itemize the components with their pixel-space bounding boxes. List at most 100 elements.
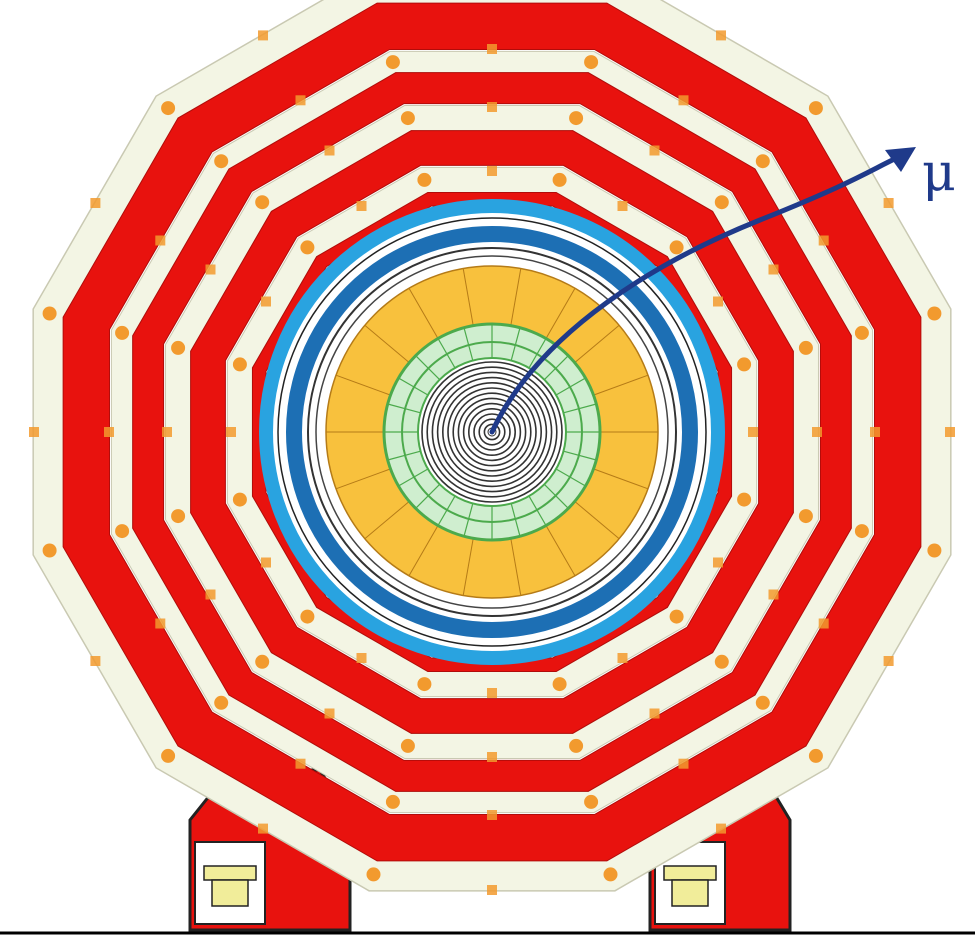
- spacer-bracket: [945, 427, 955, 437]
- spacer-bracket: [798, 340, 813, 355]
- ecal-crystal: [437, 338, 456, 369]
- spacer-bracket: [755, 695, 770, 710]
- spacer-bracket: [487, 102, 497, 112]
- spacer-bracket: [29, 427, 39, 437]
- hcal-segment: [462, 268, 474, 326]
- spacer-bracket: [255, 654, 270, 669]
- ecal-crystal: [563, 450, 597, 461]
- spacer-bracket: [161, 748, 176, 763]
- spacer-bracket: [324, 145, 335, 156]
- spacer-bracket: [205, 589, 216, 600]
- ecal-crystal: [387, 403, 421, 414]
- yoke-ring-3: [62, 2, 922, 862]
- ecal-crystal: [555, 468, 586, 487]
- spacer-bracket: [808, 748, 823, 763]
- tracker-layer: [467, 407, 516, 456]
- ecal-crystal: [563, 403, 597, 414]
- spacer-bracket: [214, 154, 229, 169]
- spacer-bracket: [617, 201, 628, 211]
- spacer-bracket: [714, 654, 729, 669]
- spacer-bracket: [90, 198, 101, 208]
- spacer-bracket: [161, 101, 176, 116]
- spacer-bracket: [205, 264, 216, 275]
- tracker-layer: [447, 387, 537, 477]
- spacer-bracket: [42, 543, 57, 558]
- spacer-bracket: [883, 656, 894, 666]
- spacer-bracket: [883, 198, 894, 208]
- ecal-crystal: [463, 327, 474, 361]
- spacer-bracket: [569, 111, 584, 126]
- tracker-layer: [421, 361, 563, 503]
- spacer-bracket: [155, 618, 166, 629]
- hcal-segment: [545, 287, 576, 339]
- yoke-ring-2: [132, 72, 852, 792]
- spacer-bracket: [300, 609, 315, 624]
- ecal-crystal: [387, 450, 421, 461]
- spacer-bracket: [854, 524, 869, 539]
- spacer-bracket: [261, 296, 271, 307]
- spacer-bracket: [385, 55, 400, 70]
- support-pad-upper-right: [663, 865, 717, 881]
- spacer-bracket: [768, 589, 779, 600]
- tracker-layer: [483, 423, 501, 441]
- spacer-bracket: [255, 195, 270, 210]
- spacer-bracket: [295, 758, 306, 769]
- spacer-bracket: [552, 172, 567, 187]
- spacer-bracket: [649, 708, 660, 719]
- spacer-bracket: [603, 867, 618, 882]
- ecal-crystal: [528, 338, 547, 369]
- hcal-segment: [408, 525, 439, 577]
- spacer-bracket: [927, 306, 942, 321]
- spacer-bracket: [417, 172, 432, 187]
- hcal-segment: [364, 324, 410, 363]
- spacer-bracket: [584, 55, 599, 70]
- spacer-bracket: [737, 492, 752, 507]
- spacer-bracket: [716, 30, 726, 41]
- tracker-layer: [473, 413, 511, 451]
- spacer-bracket: [713, 557, 723, 568]
- yoke-ring-0: [251, 191, 733, 673]
- spacer-bracket: [90, 656, 101, 666]
- muon-arrowhead: [885, 147, 916, 172]
- spacer-bracket: [552, 677, 567, 692]
- hcal-segment: [510, 268, 522, 326]
- spacer-bracket: [232, 492, 247, 507]
- spacer-bracket: [115, 524, 130, 539]
- spacer-bracket: [366, 867, 381, 882]
- solenoid-outer-band: [259, 199, 725, 665]
- ecal-crystal: [415, 355, 441, 381]
- hcal-segment: [593, 374, 649, 396]
- spacer-bracket: [42, 306, 57, 321]
- inner-vacuum-ring: [315, 255, 669, 609]
- spacer-bracket: [155, 235, 166, 246]
- spacer-bracket: [755, 154, 770, 169]
- tracker-layer: [462, 402, 522, 462]
- spacer-bracket: [162, 427, 172, 437]
- spacer-bracket: [214, 695, 229, 710]
- spacer-bracket: [649, 145, 660, 156]
- tracker-layer: [426, 366, 558, 498]
- spacer-bracket: [798, 509, 813, 524]
- spacer-bracket: [171, 509, 186, 524]
- spacer-bracket: [487, 752, 497, 762]
- spacer-bracket: [818, 618, 829, 629]
- ecal-crystal: [555, 377, 586, 396]
- yoke-ring-1: [190, 130, 794, 734]
- muon-track: [489, 147, 916, 435]
- tracker-layer: [457, 397, 527, 467]
- spacer-bracket: [487, 810, 497, 820]
- spacer-bracket: [854, 325, 869, 340]
- solenoid-coil: [286, 226, 698, 638]
- spacer-bracket: [678, 95, 689, 106]
- hcal-segment: [364, 501, 410, 540]
- ecal-crystal: [463, 503, 474, 537]
- spacer-bracket: [232, 357, 247, 372]
- spacer-bracket: [400, 738, 415, 753]
- solenoid-outline: [277, 217, 707, 647]
- spacer-bracket: [385, 794, 400, 809]
- spacer-bracket: [870, 427, 880, 437]
- spacer-bracket: [104, 427, 114, 437]
- ecal-crystal: [528, 495, 547, 526]
